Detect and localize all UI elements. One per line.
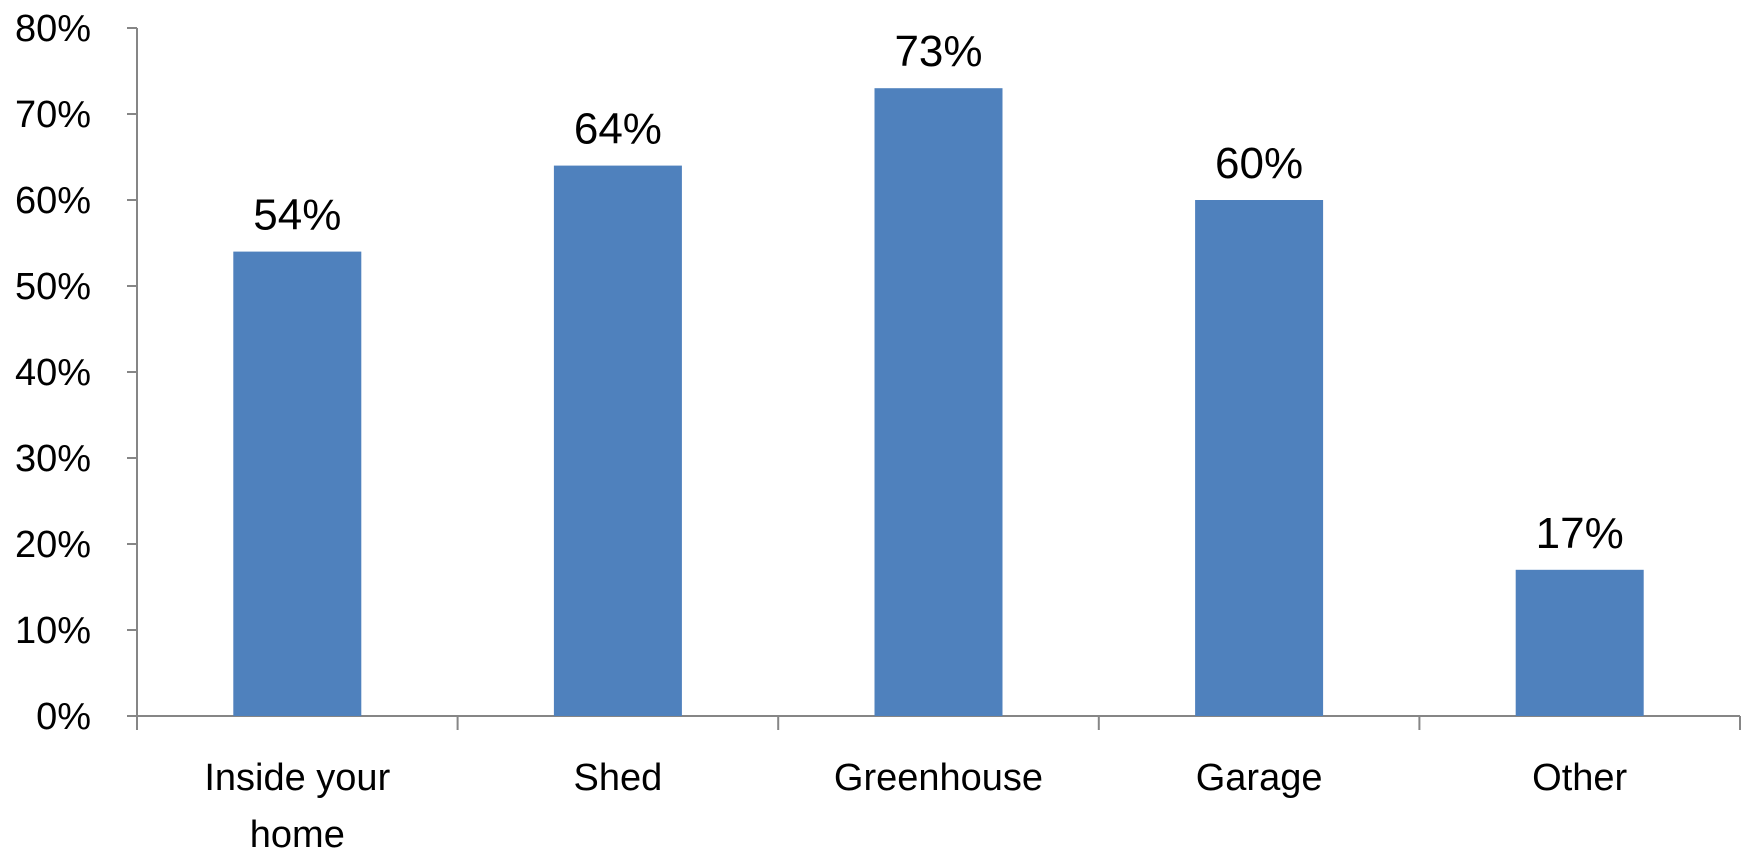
data-label: 54% <box>253 191 341 240</box>
y-axis: 0% 10% 20% 30% 40% 50% 60% 70% 80% <box>15 8 137 738</box>
category-label: Greenhouse <box>834 757 1043 799</box>
y-tick-label: 30% <box>15 438 91 480</box>
bar <box>875 88 1003 716</box>
category-label: Garage <box>1196 757 1323 799</box>
data-label: 60% <box>1215 139 1303 188</box>
bar <box>233 252 361 716</box>
bars <box>233 88 1643 716</box>
data-label: 73% <box>894 27 982 76</box>
y-tick-label: 20% <box>15 524 91 566</box>
y-tick-label: 60% <box>15 180 91 222</box>
y-tick-label: 80% <box>15 8 91 50</box>
category-labels: Inside your home Shed Greenhouse Garage Other <box>204 757 1627 855</box>
data-label: 17% <box>1536 509 1624 558</box>
bar <box>1195 200 1323 716</box>
category-label: Inside your home <box>204 757 390 855</box>
data-label: 64% <box>574 105 662 154</box>
y-tick-label: 70% <box>15 94 91 136</box>
x-axis <box>137 716 1740 730</box>
y-tick-label: 40% <box>15 352 91 394</box>
category-label: Other <box>1532 757 1627 799</box>
bar <box>554 166 682 716</box>
y-tick-label: 10% <box>15 610 91 652</box>
category-label: Shed <box>574 757 663 799</box>
bar <box>1516 570 1644 716</box>
y-tick-label: 50% <box>15 266 91 308</box>
y-tick-label: 0% <box>36 696 91 738</box>
